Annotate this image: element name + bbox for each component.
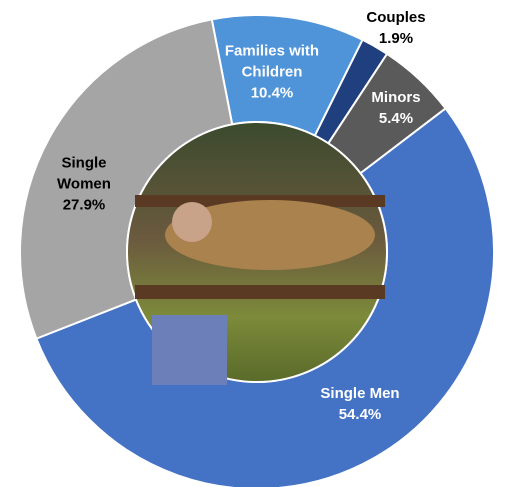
bench-seat xyxy=(135,285,385,299)
head xyxy=(172,202,212,242)
value-label: 10.4% xyxy=(202,83,342,104)
value-label: 1.9% xyxy=(351,28,441,49)
category-label: Couples xyxy=(351,7,441,28)
value-label: 5.4% xyxy=(356,108,436,129)
value-label: 54.4% xyxy=(280,404,440,425)
chart: Families with Children10.4%Couples1.9%Mi… xyxy=(0,0,513,487)
value-label: 27.9% xyxy=(44,195,124,216)
bag xyxy=(152,315,227,385)
category-label: Single Women xyxy=(44,153,124,195)
category-label: Single Men xyxy=(280,383,440,404)
category-label: Families with Children xyxy=(202,41,342,83)
category-label: Minors xyxy=(356,87,436,108)
